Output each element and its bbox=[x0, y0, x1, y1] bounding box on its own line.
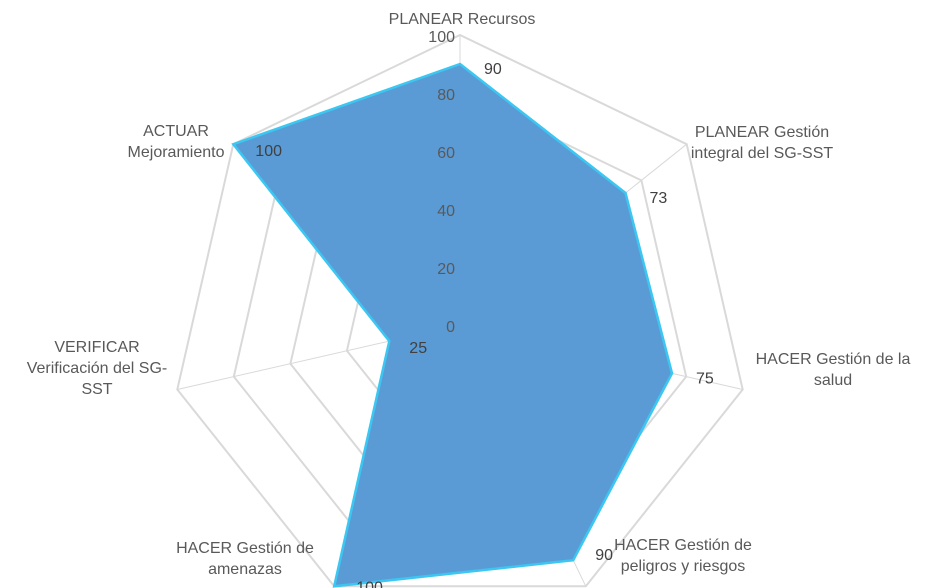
axis-label-4-line-0: HACER Gestión de bbox=[176, 540, 314, 557]
data-label-1: 73 bbox=[650, 190, 668, 207]
tick-label-40: 40 bbox=[437, 203, 455, 220]
axis-label-4: HACER Gestión de amenazas bbox=[176, 540, 314, 578]
grid-ring-100 bbox=[176, 33, 744, 588]
axis-label-6-line-0: ACTUAR bbox=[143, 123, 209, 140]
axis-label-5-line-1: Verificación del SG- bbox=[27, 360, 168, 377]
axis-label-0-line-0: PLANEAR Recursos bbox=[389, 11, 536, 28]
tick-label-layer: 0 20 40 60 80 100 bbox=[428, 29, 455, 336]
data-label-layer: 90 73 75 90 100 25 100 bbox=[255, 61, 714, 588]
axis-label-1-line-1: integral del SG-SST bbox=[691, 145, 834, 162]
axis-label-3-line-1: peligros y riesgos bbox=[621, 558, 746, 575]
data-label-4: 100 bbox=[356, 579, 383, 588]
axis-label-6: ACTUAR Mejoramiento bbox=[128, 123, 225, 161]
axis-label-4-line-1: amenazas bbox=[208, 561, 282, 578]
axis-label-0: PLANEAR Recursos bbox=[389, 11, 536, 28]
tick-label-60: 60 bbox=[437, 145, 455, 162]
data-label-3: 90 bbox=[595, 547, 613, 564]
axis-label-1: PLANEAR Gestión integral del SG-SST bbox=[691, 124, 834, 162]
axis-label-1-line-0: PLANEAR Gestión bbox=[695, 124, 829, 141]
axis-label-5-line-2: SST bbox=[81, 381, 112, 398]
tick-label-100: 100 bbox=[428, 29, 455, 46]
tick-label-0: 0 bbox=[446, 319, 455, 336]
tick-label-20: 20 bbox=[437, 261, 455, 278]
data-label-5: 25 bbox=[409, 340, 427, 357]
axis-label-3: HACER Gestión de peligros y riesgos bbox=[614, 537, 752, 575]
axis-label-2: HACER Gestión de la salud bbox=[756, 351, 911, 389]
data-label-6: 100 bbox=[255, 143, 282, 160]
axis-label-5: VERIFICAR Verificación del SG- SST bbox=[27, 339, 168, 398]
tick-label-80: 80 bbox=[437, 87, 455, 104]
data-area-layer bbox=[231, 62, 674, 588]
data-label-2: 75 bbox=[696, 370, 714, 387]
axis-label-3-line-0: HACER Gestión de bbox=[614, 537, 752, 554]
axis-label-2-line-1: salud bbox=[814, 372, 852, 389]
axis-label-6-line-1: Mejoramiento bbox=[128, 144, 225, 161]
axis-label-5-line-0: VERIFICAR bbox=[54, 339, 139, 356]
axis-label-layer: PLANEAR Recursos PLANEAR Gestión integral … bbox=[27, 11, 911, 578]
axis-label-2-line-0: HACER Gestión de la bbox=[756, 351, 911, 368]
data-label-0: 90 bbox=[484, 61, 502, 78]
data-area bbox=[231, 62, 674, 588]
